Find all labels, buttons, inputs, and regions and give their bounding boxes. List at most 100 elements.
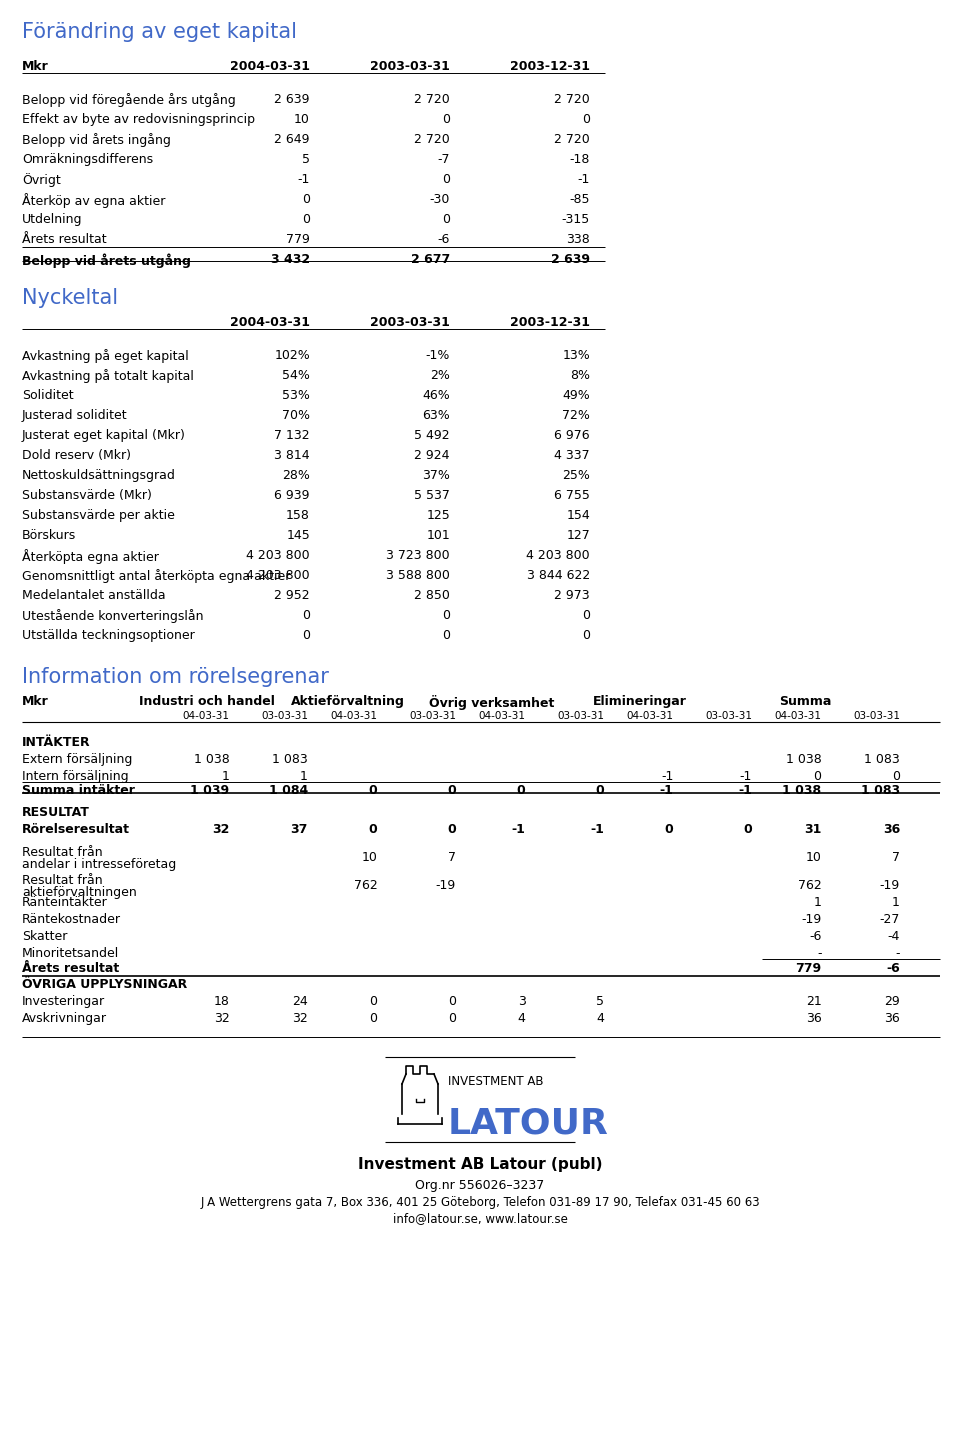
Text: Belopp vid årets ingång: Belopp vid årets ingång bbox=[22, 132, 171, 147]
Text: 0: 0 bbox=[582, 112, 590, 125]
Text: 32: 32 bbox=[212, 824, 229, 837]
Text: Investment AB Latour (publ): Investment AB Latour (publ) bbox=[358, 1156, 602, 1172]
Text: 338: 338 bbox=[566, 233, 590, 246]
Text: 4 203 800: 4 203 800 bbox=[247, 569, 310, 582]
Text: -30: -30 bbox=[430, 193, 450, 206]
Text: Elimineringar: Elimineringar bbox=[593, 696, 687, 708]
Text: 0: 0 bbox=[442, 609, 450, 622]
Text: -1: -1 bbox=[660, 783, 674, 796]
Text: 2004-03-31: 2004-03-31 bbox=[230, 60, 310, 73]
Text: 3 814: 3 814 bbox=[275, 449, 310, 462]
Text: Substansvärde per aktie: Substansvärde per aktie bbox=[22, 508, 175, 521]
Text: 0: 0 bbox=[516, 783, 525, 796]
Text: 779: 779 bbox=[796, 962, 822, 975]
Text: -27: -27 bbox=[879, 913, 900, 926]
Text: 2 677: 2 677 bbox=[411, 253, 450, 266]
Text: Minoritetsandel: Minoritetsandel bbox=[22, 948, 119, 960]
Text: Mkr: Mkr bbox=[22, 696, 49, 708]
Text: 0: 0 bbox=[442, 112, 450, 125]
Text: 0: 0 bbox=[582, 629, 590, 642]
Text: 0: 0 bbox=[302, 193, 310, 206]
Text: 04-03-31: 04-03-31 bbox=[478, 711, 525, 721]
Text: 0: 0 bbox=[447, 783, 456, 796]
Text: 2003-03-31: 2003-03-31 bbox=[371, 315, 450, 328]
Text: 0: 0 bbox=[370, 995, 377, 1008]
Text: 3 723 800: 3 723 800 bbox=[386, 549, 450, 562]
Text: 1 084: 1 084 bbox=[269, 783, 308, 796]
Text: 0: 0 bbox=[582, 609, 590, 622]
Text: Förändring av eget kapital: Förändring av eget kapital bbox=[22, 22, 297, 42]
Text: 4 203 800: 4 203 800 bbox=[526, 549, 590, 562]
Text: -6: -6 bbox=[886, 962, 900, 975]
Text: 0: 0 bbox=[447, 824, 456, 837]
Text: Nyckeltal: Nyckeltal bbox=[22, 288, 118, 308]
Text: Medelantalet anställda: Medelantalet anställda bbox=[22, 589, 166, 602]
Text: Utställda teckningsoptioner: Utställda teckningsoptioner bbox=[22, 629, 195, 642]
Text: 04-03-31: 04-03-31 bbox=[182, 711, 229, 721]
Text: -1: -1 bbox=[661, 770, 674, 783]
Text: info@latour.se, www.latour.se: info@latour.se, www.latour.se bbox=[393, 1212, 567, 1225]
Text: 8%: 8% bbox=[570, 369, 590, 382]
Text: INTÄKTER: INTÄKTER bbox=[22, 736, 90, 749]
Text: 03-03-31: 03-03-31 bbox=[557, 711, 604, 721]
Text: 4: 4 bbox=[596, 1012, 604, 1025]
Text: 101: 101 bbox=[426, 528, 450, 541]
Text: 1 039: 1 039 bbox=[190, 783, 229, 796]
Text: 779: 779 bbox=[286, 233, 310, 246]
Text: -1: -1 bbox=[590, 824, 604, 837]
Text: 46%: 46% bbox=[422, 389, 450, 402]
Text: 04-03-31: 04-03-31 bbox=[330, 711, 377, 721]
Text: 1: 1 bbox=[892, 896, 900, 909]
Text: Dold reserv (Mkr): Dold reserv (Mkr) bbox=[22, 449, 131, 462]
Text: 1 038: 1 038 bbox=[194, 753, 229, 766]
Text: Justerad soliditet: Justerad soliditet bbox=[22, 409, 128, 422]
Text: 3 844 622: 3 844 622 bbox=[527, 569, 590, 582]
Text: 2 952: 2 952 bbox=[275, 589, 310, 602]
Text: 2003-12-31: 2003-12-31 bbox=[510, 315, 590, 328]
Text: 6 755: 6 755 bbox=[554, 490, 590, 503]
Text: 63%: 63% bbox=[422, 409, 450, 422]
Text: -1: -1 bbox=[298, 173, 310, 186]
Text: -: - bbox=[896, 948, 900, 960]
Text: Avkastning på eget kapital: Avkastning på eget kapital bbox=[22, 348, 189, 363]
Text: Information om rörelsegrenar: Information om rörelsegrenar bbox=[22, 667, 329, 687]
Text: 125: 125 bbox=[426, 508, 450, 521]
Text: 5: 5 bbox=[302, 153, 310, 166]
Text: 0: 0 bbox=[813, 770, 822, 783]
Text: -1%: -1% bbox=[425, 348, 450, 361]
Text: Genomsnittligt antal återköpta egna aktier: Genomsnittligt antal återköpta egna akti… bbox=[22, 569, 290, 583]
Text: 2 639: 2 639 bbox=[275, 94, 310, 107]
Text: Org.nr 556026–3237: Org.nr 556026–3237 bbox=[416, 1179, 544, 1192]
Text: Summa: Summa bbox=[779, 696, 831, 708]
Text: 762: 762 bbox=[798, 878, 822, 891]
Text: LATOUR: LATOUR bbox=[448, 1107, 609, 1140]
Text: -19: -19 bbox=[436, 878, 456, 891]
Text: 762: 762 bbox=[354, 878, 377, 891]
Text: 03-03-31: 03-03-31 bbox=[853, 711, 900, 721]
Text: 0: 0 bbox=[743, 824, 752, 837]
Text: -1: -1 bbox=[512, 824, 525, 837]
Text: 36: 36 bbox=[883, 824, 900, 837]
Text: Rörelseresultat: Rörelseresultat bbox=[22, 824, 130, 837]
Text: 32: 32 bbox=[214, 1012, 229, 1025]
Text: Avkastning på totalt kapital: Avkastning på totalt kapital bbox=[22, 369, 194, 383]
Text: 127: 127 bbox=[566, 528, 590, 541]
Text: aktieförvaltningen: aktieförvaltningen bbox=[22, 886, 136, 899]
Text: 2%: 2% bbox=[430, 369, 450, 382]
Text: -1: -1 bbox=[578, 173, 590, 186]
Text: Årets resultat: Årets resultat bbox=[22, 962, 119, 975]
Text: 6 976: 6 976 bbox=[554, 429, 590, 442]
Text: ÖVRIGA UPPLYSNINGAR: ÖVRIGA UPPLYSNINGAR bbox=[22, 978, 187, 991]
Text: 49%: 49% bbox=[563, 389, 590, 402]
Text: Extern försäljning: Extern försäljning bbox=[22, 753, 132, 766]
Text: -4: -4 bbox=[888, 930, 900, 943]
Text: 04-03-31: 04-03-31 bbox=[775, 711, 822, 721]
Text: Industri och handel: Industri och handel bbox=[139, 696, 275, 708]
Text: 2003-12-31: 2003-12-31 bbox=[510, 60, 590, 73]
Text: Resultat från: Resultat från bbox=[22, 845, 103, 860]
Text: 2 720: 2 720 bbox=[554, 132, 590, 145]
Text: Investeringar: Investeringar bbox=[22, 995, 106, 1008]
Text: 158: 158 bbox=[286, 508, 310, 521]
Text: -6: -6 bbox=[438, 233, 450, 246]
Text: -19: -19 bbox=[879, 878, 900, 891]
